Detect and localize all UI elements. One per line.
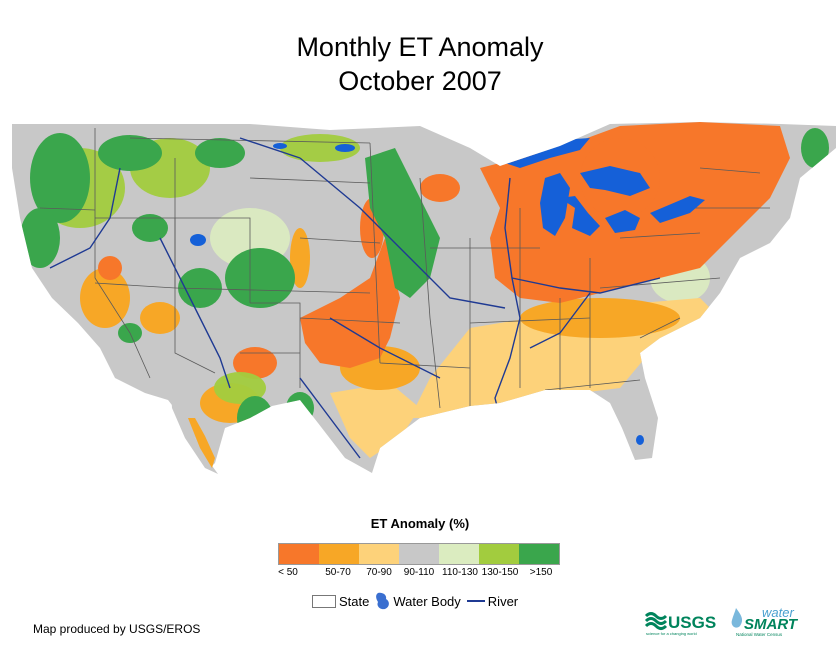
map-title-line2: October 2007 <box>338 66 502 96</box>
legend-labels: < 50 50-70 70-90 90-110 110-130 130-150 … <box>278 567 566 581</box>
key-water-body: Water Body <box>375 592 461 610</box>
key-river-label: River <box>487 593 519 609</box>
legend-swatch-70-90 <box>359 544 399 564</box>
usgs-wordmark: USGS <box>668 613 716 632</box>
watersmart-bottom: SMART <box>744 616 799 633</box>
legend-swatch-110-130 <box>439 544 479 564</box>
legend-title: ET Anomaly (%) <box>370 516 470 531</box>
key-river: River <box>466 593 519 609</box>
legend-label-gt150: >150 <box>529 567 553 578</box>
key-water-body-label: Water Body <box>393 593 461 609</box>
legend-color-bar <box>278 543 560 565</box>
et-anomaly-map <box>12 122 836 474</box>
legend-swatch-50-70 <box>319 544 359 564</box>
map-title-line1: Monthly ET Anomaly <box>296 32 544 62</box>
watersmart-top: water <box>762 605 794 620</box>
legend-label-lt50: < 50 <box>278 567 298 578</box>
map-key: State Water Body River <box>312 592 524 610</box>
watersmart-logo: water SMART National Water Census <box>731 605 799 637</box>
legend-swatch-lt50 <box>279 544 319 564</box>
legend-swatch-gt150 <box>519 544 559 564</box>
legend-label-90-110: 90-110 <box>403 567 435 578</box>
legend-label-50-70: 50-70 <box>325 567 351 578</box>
legend-label-70-90: 70-90 <box>366 567 392 578</box>
legend-label-110-130: 110-130 <box>442 567 478 578</box>
state-outline-icon <box>312 594 336 608</box>
legend-label-130-150: 130-150 <box>481 567 519 578</box>
legend-swatch-90-110 <box>399 544 439 564</box>
water-drop-icon <box>731 608 743 628</box>
legend-swatch-130-150 <box>479 544 519 564</box>
map-credit: Map produced by USGS/EROS <box>33 622 201 636</box>
watersmart-tagline: National Water Census <box>736 632 783 637</box>
usgs-logo: USGS science for a changing world <box>644 612 716 636</box>
key-state: State <box>312 594 369 609</box>
water-body-icon <box>376 592 390 610</box>
river-line-icon <box>466 600 485 602</box>
usgs-tagline: science for a changing world <box>646 631 697 636</box>
key-state-label: State <box>339 593 370 609</box>
agency-logos: USGS science for a changing world water … <box>644 605 799 637</box>
